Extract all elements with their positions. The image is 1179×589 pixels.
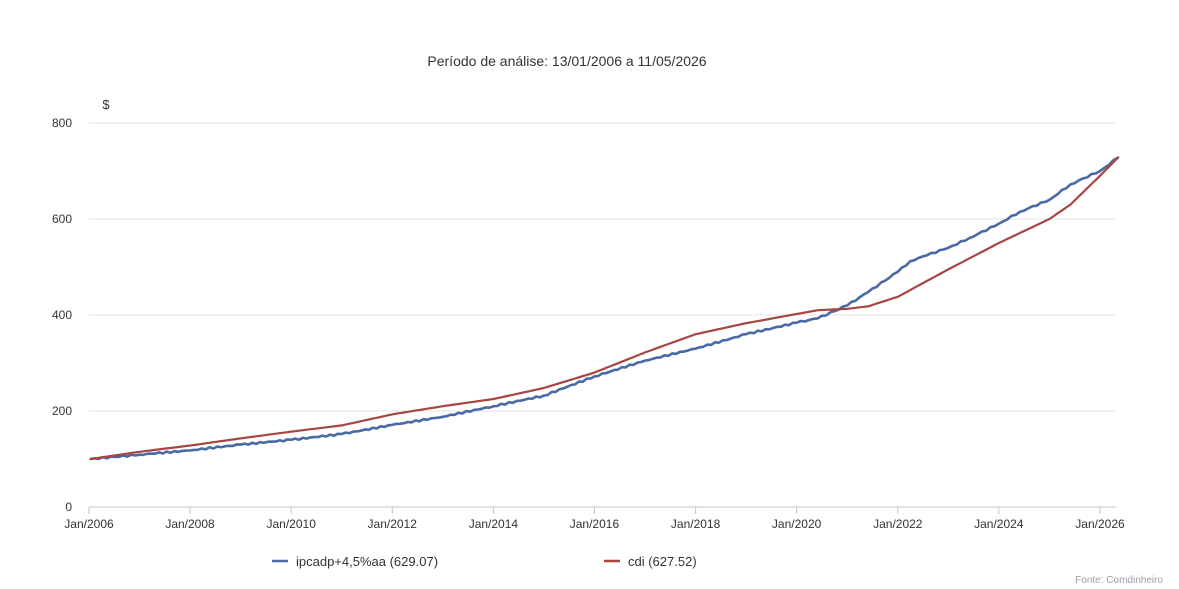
grid-lines [89,122,1116,412]
y-tick-label: 800 [52,116,72,130]
series-lines [89,156,1120,461]
legend-label: ipcadp+4,5%aa (629.07) [296,554,438,569]
legend-item-1[interactable]: ipcadp+4,5%aa (629.07) [272,554,438,569]
y-tick-label: 600 [52,212,72,226]
legend[interactable]: ipcadp+4,5%aa (629.07) cdi (627.52) [272,554,697,569]
series-line-1 [89,156,1120,461]
x-tick-label: Jan/2016 [570,517,620,531]
y-tick-label: 0 [65,500,72,514]
x-tick-label: Jan/2012 [368,517,418,531]
y-tick-label: 400 [52,308,72,322]
x-axis: Jan/2006 Jan/2008 Jan/2010 Jan/2012 Jan/2014… [64,506,1125,531]
y-axis-ticks: 0 200 400 600 800 [52,116,72,514]
x-tick-label: Jan/2010 [267,517,317,531]
y-axis-unit-label: $ [102,97,110,112]
series-line-2 [89,156,1120,461]
chart-title: Período de análise: 13/01/2006 a 11/05/2… [427,53,706,69]
x-tick-label: Jan/2026 [1075,517,1125,531]
x-tick-label: Jan/2006 [64,517,114,531]
source-footer: Fonte: Comdinheiro [1075,575,1163,586]
x-tick-label: Jan/2020 [772,517,822,531]
x-tick-label: Jan/2022 [873,517,923,531]
legend-label: cdi (627.52) [628,554,697,569]
x-tick-label: Jan/2008 [165,517,215,531]
legend-item-2[interactable]: cdi (627.52) [604,554,697,569]
x-tick-label: Jan/2018 [671,517,721,531]
x-tick-label: Jan/2024 [974,517,1024,531]
y-tick-label: 200 [52,404,72,418]
x-tick-label: Jan/2014 [469,517,519,531]
